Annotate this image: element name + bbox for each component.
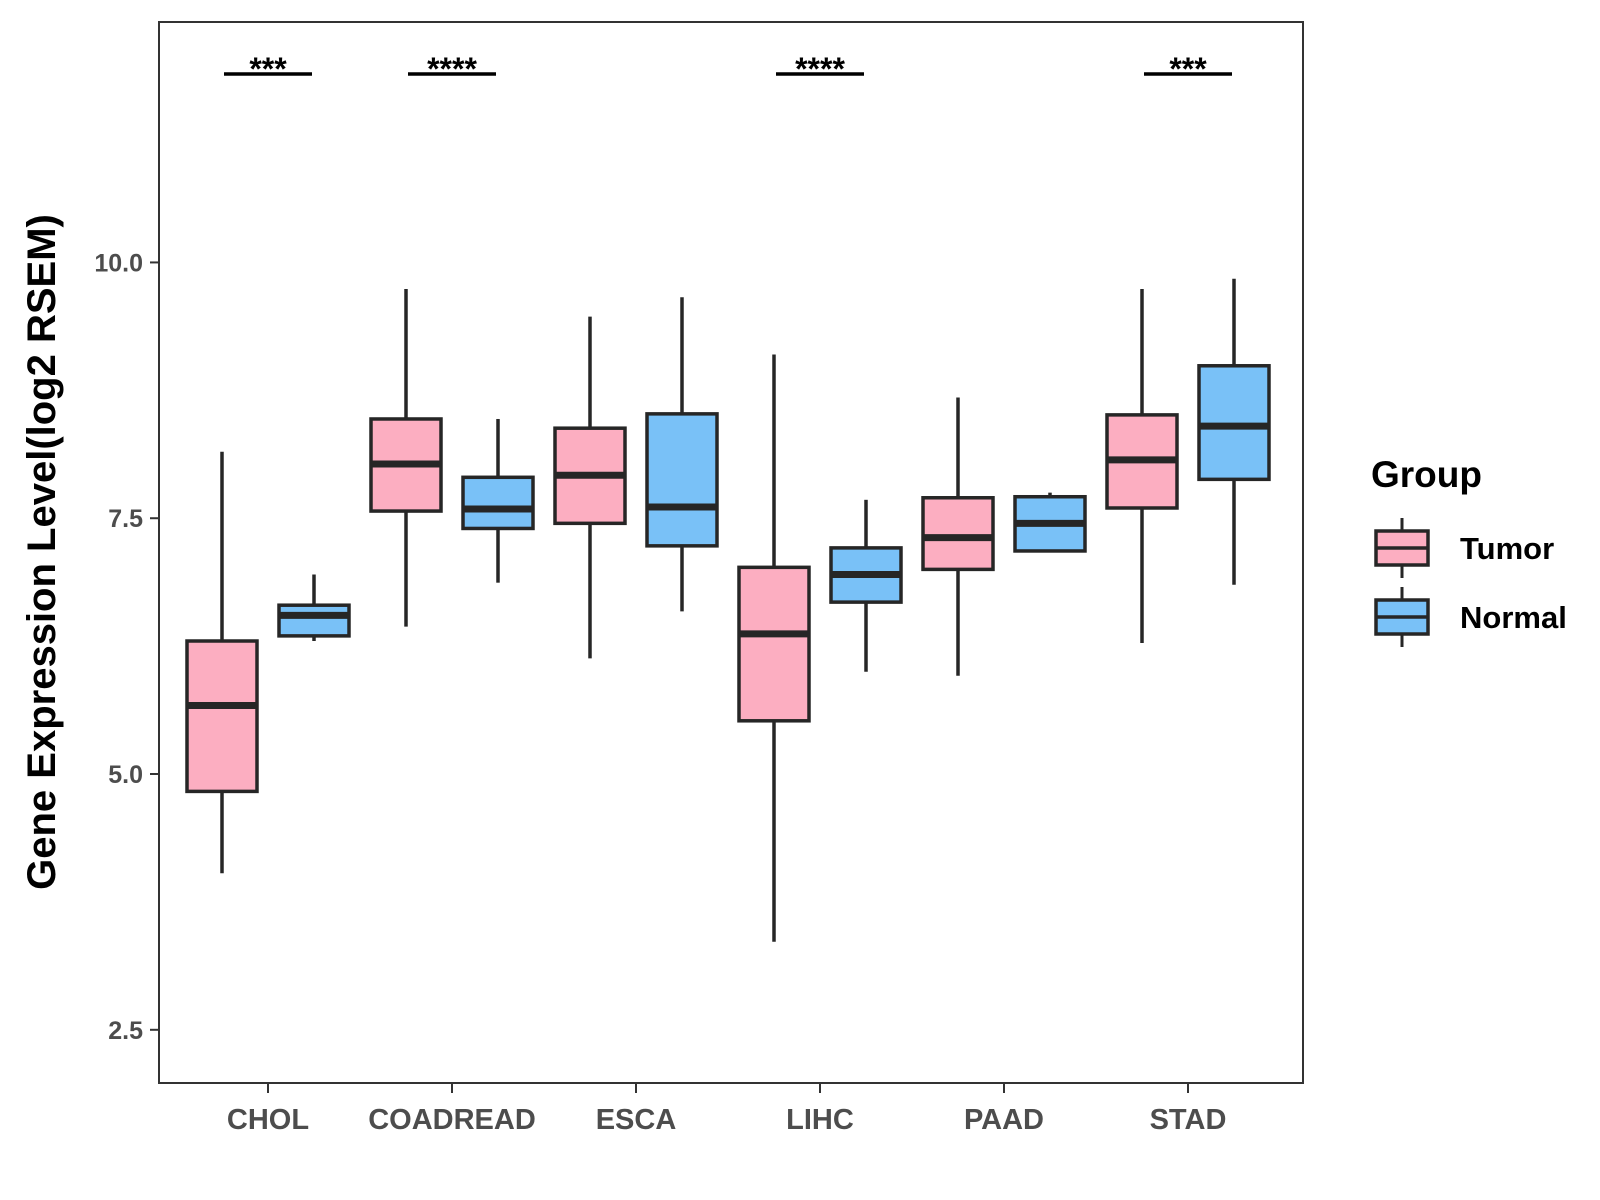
legend-key-normal <box>1374 587 1430 647</box>
x-tick-label: CHOL <box>227 1104 309 1136</box>
y-tick-label: 2.5 <box>108 1017 143 1045</box>
box-tumor-coadread <box>369 289 443 627</box>
y-tick-label: 10.0 <box>94 249 143 277</box>
legend-key-tumor <box>1374 518 1430 578</box>
iqr-box <box>461 475 535 531</box>
x-tick-label: ESCA <box>596 1104 677 1136</box>
y-axis-title: Gene Expression Level(log2 RSEM) <box>20 214 64 890</box>
box-normal-paad <box>1013 492 1087 553</box>
box-normal-stad <box>1197 278 1271 585</box>
box-tumor-stad <box>1105 289 1179 644</box>
y-axis: 2.5 5.0 7.5 10.0 <box>94 249 159 1045</box>
legend: Group Tumor Normal <box>1371 454 1567 647</box>
x-axis: CHOL COADREAD ESCA LIHC PAAD STAD <box>227 1083 1226 1136</box>
iqr-box <box>645 412 719 548</box>
iqr-box <box>277 603 351 638</box>
legend-keys <box>1374 518 1430 647</box>
box-tumor-paad <box>921 397 995 676</box>
significance-label: *** <box>1169 51 1207 87</box>
box-normal-chol <box>277 574 351 642</box>
iqr-box <box>737 565 811 723</box>
box-normal-lihc <box>829 499 903 672</box>
x-tick-label: COADREAD <box>368 1104 536 1136</box>
iqr-box <box>1197 364 1271 482</box>
significance-label: **** <box>427 51 477 87</box>
plot-marks <box>185 278 1271 942</box>
legend-label-normal: Normal <box>1460 600 1567 635</box>
x-tick-label: STAD <box>1150 1104 1227 1136</box>
iqr-box <box>921 496 995 572</box>
iqr-box <box>185 639 259 794</box>
y-tick-label: 7.5 <box>108 505 143 533</box>
box-normal-coadread <box>461 418 535 583</box>
legend-label-tumor: Tumor <box>1460 531 1554 566</box>
box-normal-esca <box>645 297 719 612</box>
box-tumor-chol <box>185 451 259 874</box>
significance-label: **** <box>795 51 845 87</box>
box-tumor-esca <box>553 316 627 659</box>
x-tick-label: PAAD <box>964 1104 1044 1136</box>
x-tick-label: LIHC <box>786 1104 854 1136</box>
significance-annotations: *** **** **** *** <box>224 51 1232 87</box>
box-tumor-lihc <box>737 354 811 942</box>
significance-label: *** <box>249 51 287 87</box>
plot-panel-border <box>158 21 1304 1084</box>
y-tick-label: 5.0 <box>108 761 143 789</box>
legend-title: Group <box>1371 454 1482 495</box>
